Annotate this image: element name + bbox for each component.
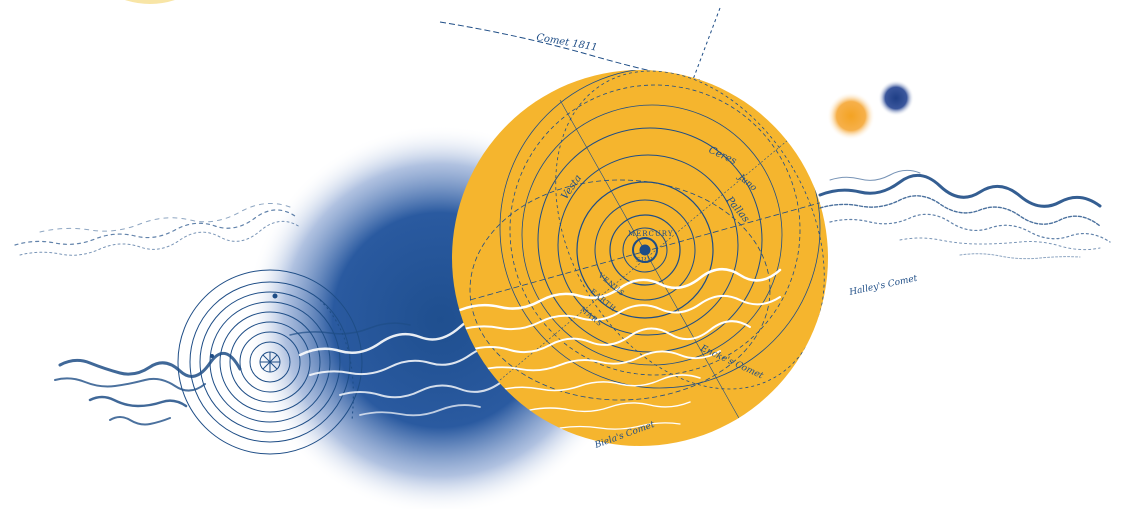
orange-orb — [827, 92, 875, 140]
top-left-glow — [125, 0, 175, 4]
label-comet-1811: Comet 1811 — [535, 32, 598, 54]
wave-band-gold — [458, 268, 782, 430]
gold-disc — [452, 70, 828, 446]
left-orbit-diagram — [177, 269, 363, 455]
gold-orbit-diagram — [469, 70, 828, 421]
label-mercury: MERCURY — [628, 230, 673, 238]
wave-band-right — [818, 169, 1111, 260]
label-halleys-comet: Halley's Comet — [848, 274, 919, 298]
blue-orb — [878, 80, 914, 116]
label-sun: SUN — [636, 257, 653, 264]
wave-band-center — [289, 315, 511, 417]
